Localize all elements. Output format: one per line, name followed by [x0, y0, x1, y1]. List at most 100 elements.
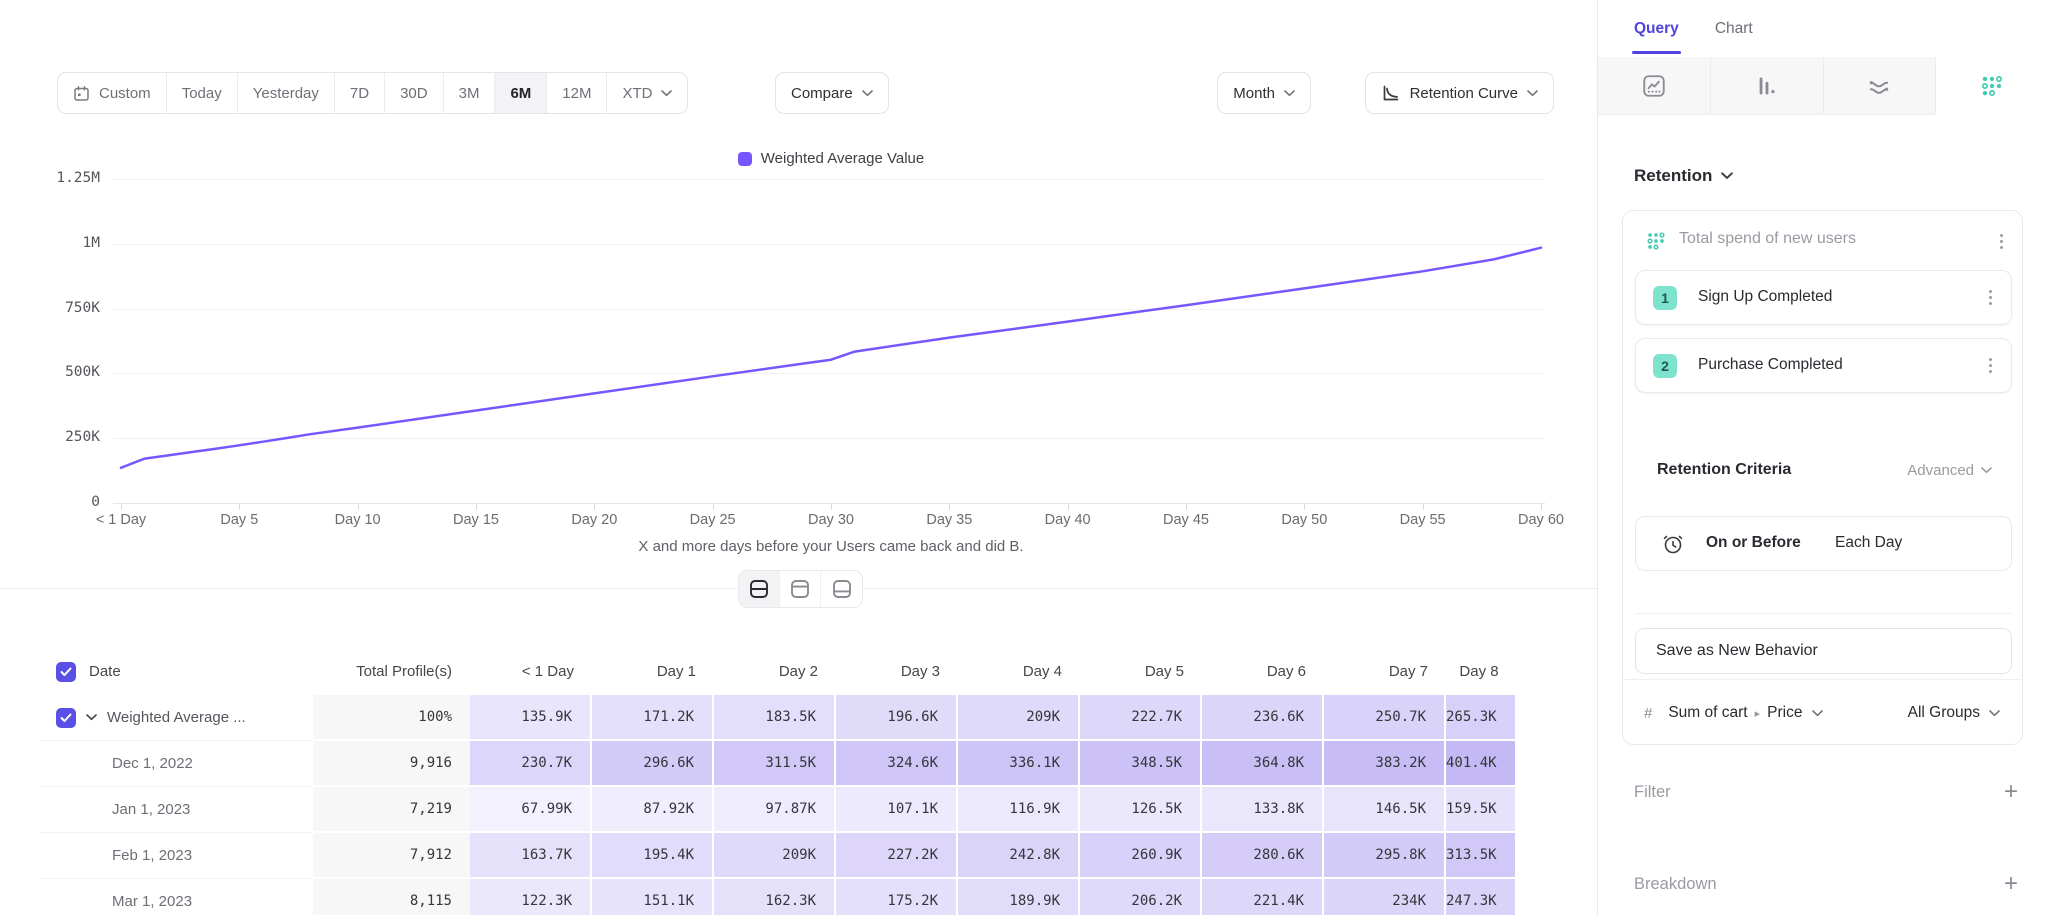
- retention-table: Date Total Profile(s) < 1 Day Day 1 Day 2 Day…: [40, 648, 1519, 915]
- calendar-icon: [74, 85, 89, 101]
- chart-type-flow[interactable]: [1823, 57, 1937, 115]
- retention-value-cell: 206.2K: [1080, 879, 1202, 915]
- range-7d[interactable]: 7D: [335, 73, 386, 113]
- retention-value-cell: 313.5K: [1446, 833, 1517, 879]
- kebab-menu-icon[interactable]: [1997, 231, 2006, 252]
- table-row: Jan 1, 2023 7,219 67.99K 87.92K 97.87K 107.1K…: [40, 787, 1519, 833]
- y-axis-label: 500K: [65, 364, 100, 381]
- retention-section-header[interactable]: Retention: [1634, 166, 1734, 186]
- retention-value-cell: 183.5K: [714, 695, 836, 741]
- tab-chart[interactable]: Chart: [1714, 19, 1753, 37]
- chevron-down-icon: [1721, 172, 1734, 179]
- criteria-card[interactable]: On or Before Each Day: [1635, 516, 2012, 571]
- range-custom[interactable]: Custom: [58, 73, 167, 113]
- bar-chart-icon: [1759, 77, 1775, 94]
- x-axis-tick: [121, 503, 122, 510]
- alarm-clock-icon: [1663, 535, 1683, 554]
- chevron-down-icon: [861, 89, 873, 96]
- chart-type-bar[interactable]: [1710, 57, 1824, 115]
- retention-value-cell: 97.87K: [714, 787, 836, 833]
- retention-value-cell: 260.9K: [1080, 833, 1202, 879]
- chart-type-insights[interactable]: [1598, 57, 1711, 115]
- expand-chevron-icon[interactable]: [86, 714, 97, 721]
- date-cell: Dec 1, 2022: [40, 741, 313, 787]
- retention-value-cell: 209K: [714, 833, 836, 879]
- property-arrow-icon: ▸: [1754, 707, 1761, 720]
- y-axis-label: 250K: [65, 429, 100, 446]
- x-axis-label: Day 40: [1044, 512, 1091, 528]
- y-gridline: [113, 243, 1545, 245]
- select-all-checkbox[interactable]: [56, 661, 76, 682]
- retention-value-cell: 324.6K: [836, 741, 958, 787]
- range-6m[interactable]: 6M: [495, 73, 548, 113]
- range-label: Custom: [99, 84, 151, 102]
- range-yesterday[interactable]: Yesterday: [238, 73, 335, 113]
- bottom-pane-icon: [832, 580, 851, 598]
- retention-value-cell: 116.9K: [958, 787, 1080, 833]
- advanced-dropdown[interactable]: Advanced: [1907, 462, 1992, 479]
- retention-value-cell: 221.4K: [1202, 879, 1324, 915]
- add-filter-button[interactable]: +: [2003, 778, 2018, 805]
- retention-value-cell: 135.9K: [470, 695, 592, 741]
- retention-grid-icon: [1647, 232, 1665, 250]
- x-axis-label: Day 15: [453, 512, 499, 528]
- metric-row: # Sum of cart ▸ Price All Groups: [1623, 680, 2022, 746]
- criteria-operator: On or Before: [1706, 534, 1801, 551]
- kebab-menu-icon[interactable]: [1986, 287, 1995, 308]
- chart-view-button[interactable]: Retention Curve: [1364, 72, 1554, 114]
- chevron-down-icon: [1989, 709, 2000, 716]
- retention-value-cell-cutoff: [1516, 741, 1519, 787]
- retention-value-cell: 195.4K: [592, 833, 714, 879]
- x-axis-tick: [712, 503, 714, 510]
- range-xtd[interactable]: XTD: [607, 73, 687, 113]
- step-card-1[interactable]: 1 Sign Up Completed: [1635, 270, 2012, 325]
- tab-query[interactable]: Query: [1632, 0, 1681, 57]
- range-12m[interactable]: 12M: [547, 73, 608, 113]
- date-cell[interactable]: Weighted Average ...: [40, 695, 313, 741]
- top-pane-icon: [791, 580, 809, 598]
- header-cell: Day 4: [1022, 663, 1062, 680]
- behavior-title: Total spend of new users: [1679, 230, 1856, 247]
- retention-value-cell: 107.1K: [836, 787, 958, 833]
- layout-split-button[interactable]: [739, 571, 780, 607]
- header-cell: Day 3: [900, 663, 940, 680]
- panel-tabs: Query Chart: [1598, 0, 2048, 57]
- layout-chart-only-button[interactable]: [780, 571, 821, 607]
- date-cell: Mar 1, 2023: [40, 879, 313, 915]
- header-cell: Day 1: [656, 663, 696, 680]
- granularity-button[interactable]: Month: [1217, 72, 1311, 114]
- table-row: Mar 1, 2023 8,115 122.3K 151.1K 162.3K 175.2K…: [40, 879, 1519, 915]
- total-profiles-cell: 9,916: [313, 741, 470, 787]
- chart-type-retention[interactable]: [1936, 57, 2048, 115]
- chevron-down-icon: [86, 714, 97, 721]
- filter-label: Filter: [1634, 782, 1671, 801]
- chevron-down-icon: [1981, 466, 1992, 473]
- retention-value-cell: 189.9K: [958, 879, 1080, 915]
- chevron-down-icon: [1284, 89, 1295, 96]
- x-axis-label: Day 20: [571, 512, 618, 528]
- range-today[interactable]: Today: [167, 73, 238, 113]
- metric-property-dropdown[interactable]: Sum of cart ▸ Price: [1668, 704, 1824, 722]
- all-groups-dropdown[interactable]: All Groups: [1908, 704, 2000, 722]
- retention-value-cell: 163.7K: [470, 833, 592, 879]
- kebab-menu-icon[interactable]: [1986, 355, 1995, 376]
- x-axis-tick: [1422, 503, 1424, 510]
- header-cell: < 1 Day: [521, 663, 574, 680]
- retention-value-cell: 383.2K: [1324, 741, 1446, 787]
- retention-criteria-row: Retention Criteria Advanced: [1657, 461, 1992, 479]
- compare-button[interactable]: Compare: [775, 72, 889, 114]
- save-as-new-behavior-button[interactable]: Save as New Behavior: [1635, 628, 2012, 674]
- table-row: Weighted Average ... 100% 135.9K 171.2K 183.…: [40, 695, 1519, 741]
- row-checkbox[interactable]: [56, 707, 76, 728]
- retention-value-cell: 87.92K: [592, 787, 714, 833]
- range-30d[interactable]: 30D: [385, 73, 444, 113]
- check-icon: [60, 713, 72, 722]
- retention-value-cell: 222.7K: [1080, 695, 1202, 741]
- range-3m[interactable]: 3M: [444, 73, 496, 113]
- add-breakdown-button[interactable]: +: [2003, 870, 2018, 897]
- layout-table-only-button[interactable]: [821, 571, 862, 607]
- chart-legend[interactable]: Weighted Average Value: [121, 150, 1541, 167]
- step-card-2[interactable]: 2 Purchase Completed: [1635, 338, 2012, 393]
- retention-value-cell: 265.3K: [1446, 695, 1517, 741]
- step-label: Purchase Completed: [1698, 356, 1843, 373]
